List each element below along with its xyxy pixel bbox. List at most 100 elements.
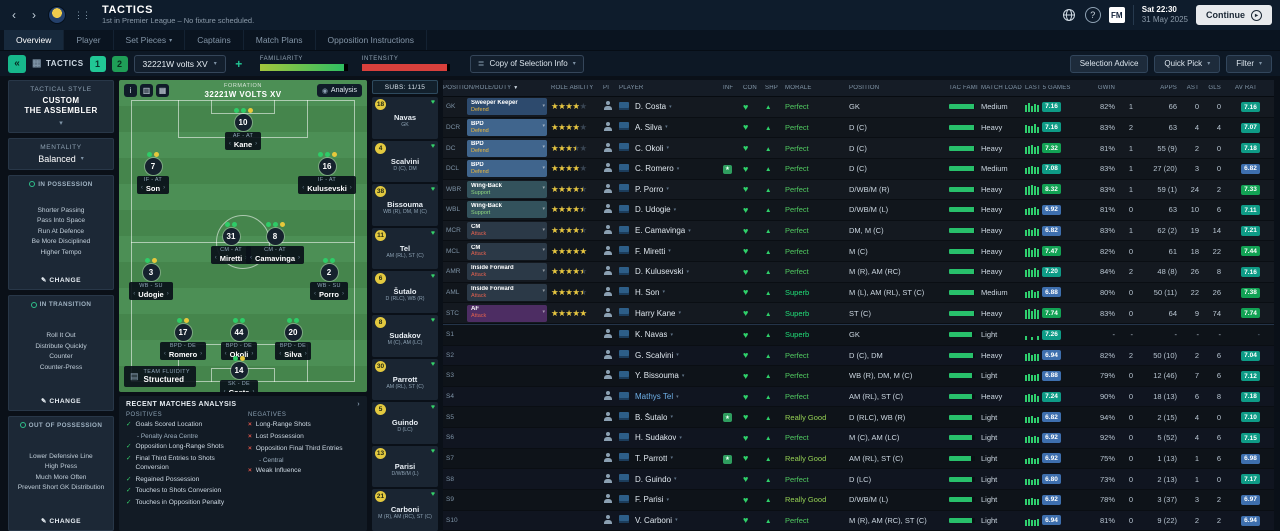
info-icon[interactable]: i (124, 84, 137, 97)
player-card-icon[interactable] (619, 370, 629, 379)
change-button[interactable]: ✎ CHANGE (41, 518, 81, 525)
player-instructions-icon[interactable] (603, 370, 612, 379)
player-instructions-icon[interactable] (603, 163, 612, 172)
player-instructions-icon[interactable] (603, 412, 612, 421)
player-label[interactable]: IF - AT ‹ Kulusevski › (298, 176, 356, 194)
player-name-cell[interactable]: B. Šutalo ▾ (635, 413, 723, 422)
player-name-cell[interactable]: Y. Bissouma ▾ (635, 371, 723, 380)
role-duty-selector[interactable]: CM Attack ▾ (467, 242, 547, 260)
player-card-icon[interactable] (619, 101, 629, 110)
role-duty-selector[interactable]: AF Attack ▾ (467, 304, 547, 322)
tactical-style-box[interactable]: TACTICAL STYLE CUSTOM THE ASSEMBLER ▾ (8, 80, 114, 133)
col-position[interactable]: POSITION (849, 84, 880, 91)
col-role-ability[interactable]: ROLE ABILITY (551, 84, 594, 91)
swap-left-icon[interactable]: ‹ (223, 388, 226, 393)
sub-player-utalo[interactable]: 6 ♥ Šutalo D (RLC), WB (R) (372, 271, 438, 313)
squad-row-k-navas[interactable]: S1 K. Navas ▾ ♥ ▲ Superb GK Light 7.26 -… (443, 323, 1274, 346)
squad-row-g-scalvini[interactable]: S2 G. Scalvini ▾ ♥ ▲ Perfect D (C), DM H… (443, 345, 1274, 367)
player-instructions-icon[interactable] (603, 391, 612, 400)
pitch-player-camavinga[interactable]: 8 CM - AT ‹ Camavinga › (235, 222, 315, 264)
selection-advice-button[interactable]: Selection Advice (1069, 54, 1149, 73)
player-name-cell[interactable]: C. Okoli ▾ (635, 144, 723, 153)
player-name-cell[interactable]: T. Parrott ▾ (635, 454, 723, 463)
player-instructions-icon[interactable] (603, 432, 612, 441)
player-instructions-icon[interactable] (603, 308, 612, 317)
tactic-name-select[interactable]: 32221W volts XV ▾ (133, 54, 226, 73)
squad-row-c-okoli[interactable]: DC BPD Defend ▾ ★★★★★★★★★★ C. Okoli ▾ ♥ … (443, 138, 1274, 159)
swap-right-icon[interactable]: › (166, 290, 169, 297)
tactic-slot-2[interactable]: 2 (111, 55, 128, 72)
analysis-toggle[interactable]: ◉ Analysis (316, 84, 362, 97)
col-tac-fami[interactable]: TAC FAMI (949, 84, 978, 91)
swap-left-icon[interactable]: ‹ (214, 254, 217, 261)
club-crest[interactable] (48, 6, 66, 24)
player-label[interactable]: BPD - DE ‹ Okoli › (220, 342, 258, 360)
pitch-player-udogie[interactable]: 3 WB - SU ‹ Udogie › (119, 258, 191, 300)
role-duty-selector[interactable]: Sweeper Keeper Defend ▾ (467, 98, 547, 116)
continue-button[interactable]: Continue ▸ (1196, 5, 1272, 25)
swap-left-icon[interactable]: ‹ (302, 184, 305, 191)
filter-button[interactable]: Filter ▾ (1226, 54, 1272, 73)
help-icon[interactable]: ? (1084, 7, 1101, 23)
menu-icon[interactable]: ⋮⋮ (74, 9, 91, 20)
swap-right-icon[interactable]: › (200, 350, 203, 357)
role-duty-selector[interactable]: Inside Forward Attack ▾ (467, 283, 547, 301)
swap-left-icon[interactable]: ‹ (140, 184, 143, 191)
player-instructions-icon[interactable] (603, 143, 612, 152)
player-card-icon[interactable] (619, 122, 629, 131)
swap-left-icon[interactable]: ‹ (249, 254, 252, 261)
player-card-icon[interactable] (619, 494, 629, 503)
pitch-player-miretti[interactable]: 31 CM - AT ‹Miretti› (191, 222, 271, 264)
swap-left-icon[interactable]: ‹ (279, 350, 282, 357)
player-name-cell[interactable]: P. Porro ▾ (635, 185, 723, 194)
swap-right-icon[interactable]: › (163, 184, 166, 191)
squad-row-f-parisi[interactable]: S9 F. Parisi ▾ ♥ ▲ Really Good D/WB/M (L… (443, 489, 1274, 511)
player-name-cell[interactable]: A. Silva ▾ (635, 123, 723, 132)
col-apps[interactable]: APPS (1160, 84, 1177, 91)
back-icon[interactable]: ‹ (12, 8, 16, 22)
squad-row-e-camavinga[interactable]: MCR CM Attack ▾ ★★★★★★★★★★ E. Camavinga … (443, 220, 1274, 242)
player-instructions-icon[interactable] (603, 122, 612, 131)
player-card-icon[interactable] (619, 225, 629, 234)
swap-right-icon[interactable]: › (252, 388, 255, 393)
player-name-cell[interactable]: D. Kulusevski ▾ (635, 267, 723, 276)
player-name-cell[interactable]: H. Son ▾ (635, 288, 723, 297)
player-label[interactable]: IF - AT ‹ Son › (136, 176, 170, 194)
player-label[interactable]: AF - AT ‹ Kane › (224, 132, 262, 150)
pitch-player-kane[interactable]: 10 AF - AT ‹ Kane › (203, 108, 283, 150)
squad-row-t-parrott[interactable]: S7 T. Parrott ▾ ★ ♥ ▲ Really Good AM (RL… (443, 448, 1274, 470)
squad-row-y-bissouma[interactable]: S3 Y. Bissouma ▾ ♥ ▲ Perfect WB (R), DM,… (443, 366, 1274, 387)
col-gls[interactable]: GLS (1208, 84, 1221, 91)
player-name-cell[interactable]: D. Costa ▾ (635, 102, 723, 111)
squad-row-harry-kane[interactable]: STC AF Attack ▾ ★★★★★ ★★★★★ Harry Kane ▾ … (443, 303, 1274, 324)
player-name-cell[interactable]: G. Scalvini ▾ (635, 351, 723, 360)
swap-left-icon[interactable]: ‹ (313, 290, 316, 297)
sub-player-parrott[interactable]: 30 ♥ Parrott AM (RL), ST (C) (372, 358, 438, 401)
tab-overview[interactable]: Overview (4, 30, 65, 50)
tactic-slot-1[interactable]: 1 (89, 55, 106, 72)
player-name-cell[interactable]: C. Romero ▾ (635, 164, 723, 173)
player-instructions-icon[interactable] (603, 266, 612, 275)
pitch-player-okoli[interactable]: 44 BPD - DE ‹ Okoli › (199, 318, 279, 360)
squad-row-d-costa[interactable]: GK Sweeper Keeper Defend ▾ ★★★★★★★★★★ D.… (443, 97, 1274, 118)
player-label[interactable]: BPD - DE ‹ Silva › (275, 342, 311, 360)
fm-logo[interactable]: FM (1108, 7, 1125, 23)
player-card-icon[interactable] (619, 246, 629, 255)
player-name-cell[interactable]: V. Carboni ▾ (635, 516, 723, 525)
pitch-player-kulusevski[interactable]: 16 IF - AT ‹ Kulusevski › (287, 152, 367, 194)
squad-row-h-son[interactable]: AML Inside Forward Attack ▾ ★★★★★★★★★★ H… (443, 282, 1274, 304)
col-match-load[interactable]: MATCH LOAD (981, 84, 1022, 91)
globe-icon[interactable] (1061, 7, 1077, 23)
player-card-icon[interactable] (619, 287, 629, 296)
player-card-icon[interactable] (619, 266, 629, 275)
swap-right-icon[interactable]: › (298, 254, 301, 261)
col-shp[interactable]: SHP (765, 84, 778, 91)
player-card-icon[interactable] (619, 308, 629, 317)
tab-player[interactable]: Player (64, 30, 114, 50)
player-name-cell[interactable]: F. Parisi ▾ (635, 495, 723, 504)
player-instructions-icon[interactable] (603, 204, 612, 213)
sub-player-sudakov[interactable]: 8 ♥ Sudakov M (C), AM (LC) (372, 314, 438, 357)
add-tactic-button[interactable]: + (235, 56, 243, 71)
squad-row-h-sudakov[interactable]: S6 H. Sudakov ▾ ♥ ▲ Perfect M (C), AM (L… (443, 428, 1274, 449)
col-gwin[interactable]: GWIN (1097, 84, 1115, 91)
